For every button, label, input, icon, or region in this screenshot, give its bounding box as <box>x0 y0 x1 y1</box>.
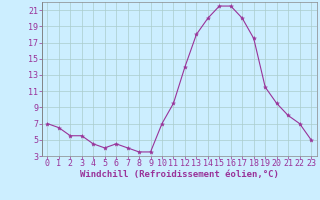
X-axis label: Windchill (Refroidissement éolien,°C): Windchill (Refroidissement éolien,°C) <box>80 170 279 179</box>
